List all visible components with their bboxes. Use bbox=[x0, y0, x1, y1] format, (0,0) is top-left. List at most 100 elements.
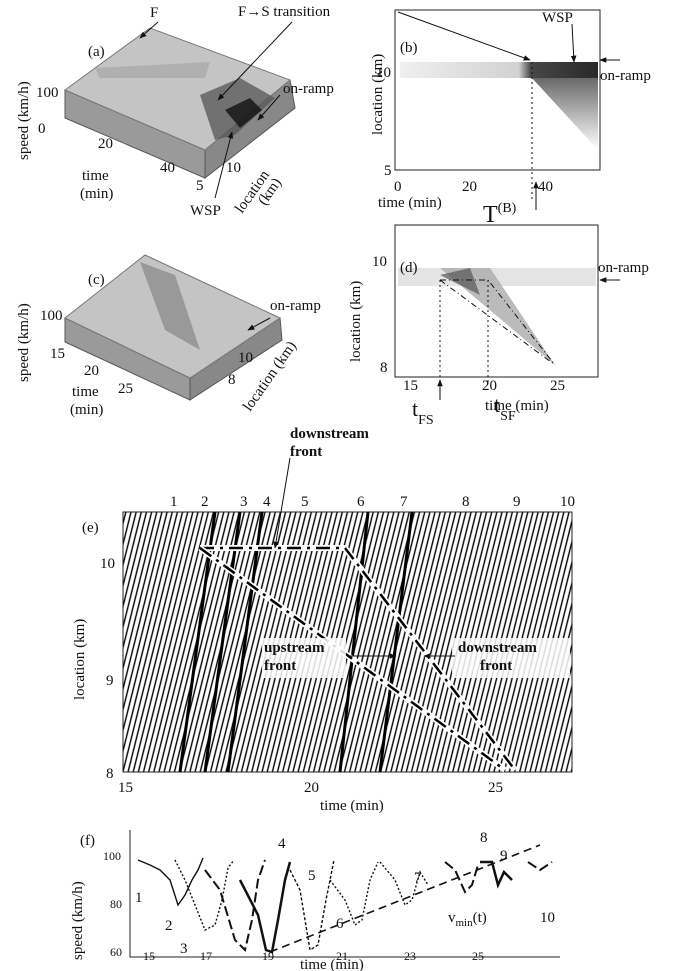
tick-label: 0 bbox=[394, 179, 402, 195]
subscript: FS bbox=[418, 413, 434, 428]
arrow bbox=[139, 21, 159, 39]
arrow bbox=[570, 23, 577, 63]
vehicle-number: 6 bbox=[357, 494, 365, 510]
vehicle-number: 4 bbox=[263, 494, 271, 510]
tick-label: 5 bbox=[384, 163, 392, 179]
annotation: downstream bbox=[290, 426, 369, 442]
tick-label: 25 bbox=[550, 378, 565, 394]
annotation: front bbox=[290, 444, 322, 460]
speed-curve bbox=[444, 861, 479, 894]
vehicle-number: 7 bbox=[400, 494, 408, 510]
panel-label: (a) bbox=[88, 44, 105, 60]
wsp-core bbox=[225, 98, 262, 128]
panel-e: downstream front (e) location (km) 10 9 … bbox=[72, 426, 575, 814]
panel-f: (f) speed (km/h) 100 80 60 15 17 19 21 23 25 … bbox=[70, 830, 560, 971]
congestion-region bbox=[140, 262, 200, 350]
annotation: upstream bbox=[264, 640, 325, 656]
vmin-line bbox=[269, 844, 541, 953]
wide-jam bbox=[440, 268, 555, 365]
axis-label: (min) bbox=[70, 402, 103, 418]
downstream-front bbox=[200, 546, 516, 771]
arrow bbox=[214, 131, 234, 199]
symbol-text: v bbox=[448, 910, 456, 926]
y-axis-label: location (km) bbox=[348, 281, 364, 362]
axes bbox=[129, 830, 560, 958]
symbol: T(B) bbox=[483, 201, 517, 228]
panel-label: (c) bbox=[88, 272, 105, 288]
vehicle-number: 2 bbox=[165, 918, 173, 934]
vehicle-number: 6 bbox=[336, 916, 344, 932]
tick-label: 15 bbox=[143, 949, 155, 963]
congestion-band bbox=[400, 62, 598, 78]
speed-curve bbox=[480, 860, 513, 889]
annotation: on-ramp bbox=[600, 68, 651, 84]
trajectory bbox=[378, 511, 414, 773]
tick-label: 25 bbox=[472, 949, 484, 963]
wsp-region bbox=[532, 78, 598, 150]
y-axis-label: location (km) bbox=[72, 619, 88, 700]
panel-c: (c) speed (km/h) 100 15 20 25 time (min)… bbox=[16, 254, 321, 418]
panel-b: (b) location (km) 10 5 0 20 40 time (min… bbox=[370, 9, 651, 228]
symbol-text: T bbox=[483, 202, 498, 228]
tick-label: 8 bbox=[228, 372, 236, 388]
panel-label: (d) bbox=[400, 260, 418, 276]
wide-jam-core bbox=[440, 268, 480, 295]
upstream-front bbox=[199, 546, 506, 772]
tick-label: 10 bbox=[100, 556, 115, 572]
tick-label: 20 bbox=[462, 179, 477, 195]
plot-frame bbox=[394, 9, 601, 171]
tick-label: 21 bbox=[336, 949, 348, 963]
speed-curve bbox=[204, 859, 266, 952]
vehicle-number: 10 bbox=[560, 494, 575, 510]
symbol-text: t bbox=[494, 392, 500, 417]
vehicle-number: 9 bbox=[513, 494, 521, 510]
x-axis-label: time (min) bbox=[378, 195, 442, 211]
arrow bbox=[247, 317, 271, 331]
y-axis-label: speed (km/h) bbox=[16, 303, 32, 382]
label-backdrop bbox=[452, 638, 570, 678]
tick-label: 10 bbox=[372, 254, 387, 270]
vehicle-number: 3 bbox=[240, 494, 248, 510]
trajectory bbox=[226, 511, 264, 773]
arrow bbox=[257, 94, 281, 121]
vehicle-number: 3 bbox=[180, 941, 188, 957]
panel-label: (f) bbox=[80, 833, 95, 849]
tick-label: 25 bbox=[488, 780, 503, 796]
axis-label: (min) bbox=[80, 186, 113, 202]
tick-label: 9 bbox=[106, 673, 114, 689]
tick-label: 40 bbox=[160, 160, 175, 176]
panel-a: (a) F F→S transition speed (km/h) 100 0 … bbox=[16, 4, 334, 219]
annotation: on-ramp bbox=[270, 298, 321, 314]
speed-curve bbox=[137, 857, 204, 907]
tick-label: 100 bbox=[36, 85, 59, 101]
annotation: on-ramp bbox=[598, 260, 649, 276]
tick-label: 20 bbox=[84, 363, 99, 379]
tick-label: 20 bbox=[482, 378, 497, 394]
vehicle-number: 10 bbox=[540, 910, 555, 926]
axis-label: time bbox=[72, 384, 99, 400]
axis-label: time bbox=[82, 168, 109, 184]
tick-label: 15 bbox=[118, 780, 133, 796]
tick-label: 0 bbox=[38, 121, 46, 137]
annotation: front bbox=[264, 658, 296, 674]
symbol: tFS bbox=[412, 396, 434, 428]
plot-frame bbox=[394, 224, 599, 378]
tick-label: 19 bbox=[262, 949, 274, 963]
speed-curve bbox=[289, 859, 335, 952]
symbol: tSF bbox=[494, 392, 516, 424]
x-axis-label: time (min) bbox=[320, 798, 384, 814]
symbol-text: (t) bbox=[473, 910, 487, 926]
trajectory bbox=[203, 511, 242, 773]
vehicle-number: 4 bbox=[278, 836, 286, 852]
plot-frame bbox=[122, 511, 573, 773]
arrow bbox=[273, 457, 291, 549]
front-line bbox=[439, 279, 556, 366]
tick-label: 23 bbox=[404, 949, 416, 963]
annotation: front bbox=[480, 658, 512, 674]
tick-label: 15 bbox=[403, 378, 418, 394]
vehicle-number: 2 bbox=[201, 494, 209, 510]
vehicle-number: 1 bbox=[135, 890, 143, 906]
tick-label: 100 bbox=[40, 308, 63, 324]
vehicle-number: 5 bbox=[301, 494, 309, 510]
